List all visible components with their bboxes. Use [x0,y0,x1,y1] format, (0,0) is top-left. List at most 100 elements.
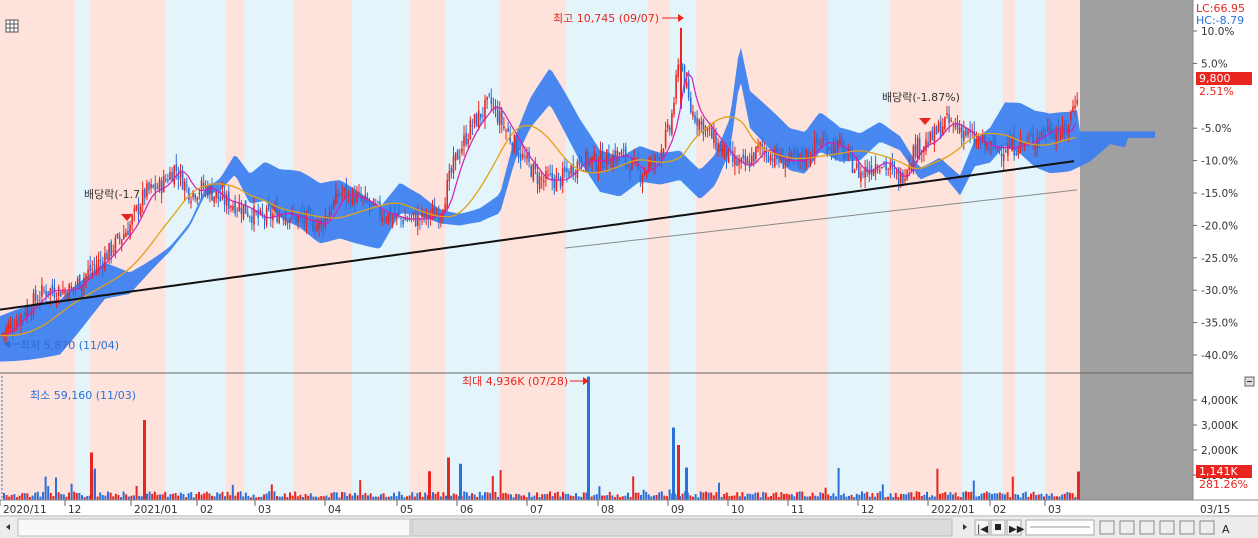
candle-body [908,165,910,170]
candle-body [410,215,413,217]
volume-bar [902,494,905,500]
volume-bar [832,493,835,500]
candle-body [666,123,669,129]
volume-bar [926,491,928,500]
candle-body [1015,152,1018,156]
volume-bar [5,495,8,500]
grid-icon[interactable] [1179,520,1195,535]
candle-body [839,139,841,146]
candle-body [830,146,833,151]
candle-body [893,168,896,170]
candle-body [897,167,900,186]
volume-bar [434,493,437,500]
candle-body [956,122,959,129]
zoom-out-icon[interactable] [1119,520,1135,535]
volume-bar [1071,493,1074,500]
volume-bar [406,496,408,500]
scrollbar-track[interactable] [17,518,411,537]
volume-bar [96,496,99,500]
lc-label: LC:66.95 [1196,2,1245,15]
volume-bar [424,492,427,500]
candle-body [532,163,535,181]
volume-bar [650,496,653,500]
candle-body [809,155,812,158]
candle-body [855,163,858,168]
volume-bar [73,491,76,500]
toolbar-icons[interactable]: A [1099,520,1230,536]
candle-body [112,250,115,252]
volume-bar [104,495,107,500]
volume-bar [1022,493,1025,500]
volume-bar [263,494,265,500]
volume-bar [1014,494,1017,500]
price-tick-label: -40.0% [1201,350,1238,362]
candle-body [540,178,543,180]
volume-bar [221,491,224,500]
expand-icon[interactable] [1159,520,1175,535]
volume-bar [905,494,908,500]
volume-bar [205,491,208,500]
candle-body [744,155,747,166]
zoom-in-icon[interactable] [1099,520,1115,535]
volume-bar [338,497,341,500]
volume-bar [203,493,206,500]
candle-body [820,145,822,147]
candle-body [746,158,749,164]
font-icon[interactable]: A [1222,523,1230,536]
price-badge-value: 9,800 [1199,72,1231,85]
table-icon[interactable] [5,19,19,33]
candle-body [177,175,180,180]
volume-bar [733,495,736,500]
volume-bar [746,493,749,500]
volume-bar [270,484,273,500]
candle-body [402,219,404,225]
volume-bar [1037,494,1040,500]
candle-body [368,202,371,206]
candle-body [1076,100,1078,104]
volume-bar [1074,497,1077,500]
volume-bar [140,496,143,500]
period-band [0,0,75,500]
scrollbar-thumb[interactable] [411,518,953,537]
scroll-right-icon[interactable] [963,524,967,530]
candle-body [383,216,385,219]
candle-body [456,150,459,160]
candle-body [757,145,759,149]
volume-bar [34,492,37,500]
volume-bar [790,494,793,500]
candle-body [559,177,562,187]
candle-body [198,192,201,195]
volume-bar [29,497,31,500]
volume-bar [707,492,710,500]
volume-bar [380,494,382,500]
candle-body [900,172,902,184]
settings-icon[interactable] [1199,520,1215,535]
candle-body [68,284,70,303]
volume-bar [75,493,78,500]
candle-body [683,65,686,88]
volume-bar [244,492,247,500]
candle-body [70,286,73,289]
candle-body [935,127,938,135]
candle-body [253,206,255,225]
candle-body [15,320,18,329]
price-tick-label: 10.0% [1201,26,1234,38]
candle-body [267,203,270,210]
period-band [828,0,890,500]
first-button[interactable] [974,519,990,536]
candle-body [656,155,658,157]
candle-body [194,194,196,199]
forward-button[interactable] [1006,519,1022,536]
candle-body [948,114,950,123]
fit-icon[interactable] [1139,520,1155,535]
volume-bar [114,493,117,500]
volume-bar [907,492,910,500]
playback-controls[interactable]: |◀ ▶▶ [974,519,1025,536]
scroll-left-icon[interactable] [6,524,10,530]
candle-body [765,147,768,157]
candle-body [200,180,203,191]
volume-bar [13,494,16,500]
volume-bar [530,496,533,500]
volume-bar [910,492,913,500]
volume-bar [450,495,453,500]
